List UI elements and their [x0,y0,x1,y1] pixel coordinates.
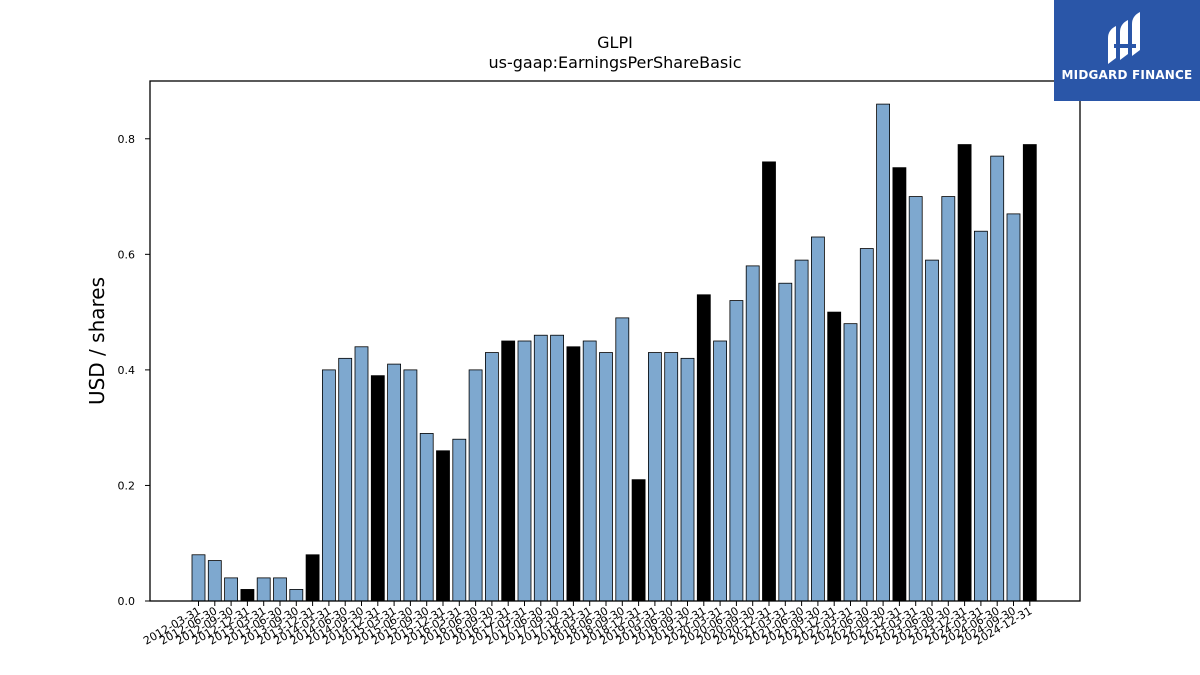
bar-2021-12-31 [827,311,842,602]
bar-2022-03-31 [843,323,858,602]
bar-2018-06-30 [599,352,613,602]
y-axis-ticks: 0.0 0.2 0.4 0.6 0.8 [118,133,150,608]
logo-mark-icon [1108,12,1140,64]
y-tick-label: 0.8 [118,133,136,146]
bar-2013-03-31 [256,577,271,602]
bar-2016-03-31 [452,438,467,602]
bar-2015-03-31 [387,363,402,602]
bar-2012-03-31 [191,554,206,602]
bar-2021-03-31 [778,282,793,602]
bar-2017-12-31 [566,346,581,602]
chart-subtitle: us-gaap:EarningsPerShareBasic [488,53,741,72]
y-tick-label: 0.0 [118,595,136,608]
bar-2017-03-31 [517,340,532,602]
bar-2023-03-31 [908,196,923,602]
bar-2022-12-31 [892,167,907,602]
bar-2012-12-31 [240,589,255,602]
bar-2012-06-30 [207,560,222,602]
bar-2024-06-30 [990,155,1005,602]
bar-2023-12-31 [957,144,972,602]
bar-2024-09-30 [1006,213,1021,602]
bar-2024-03-31 [974,230,988,602]
bar-2013-09-30 [289,589,304,602]
bar-2020-03-31 [713,340,727,602]
bar-2018-09-30 [615,317,630,602]
bar-2017-09-30 [550,334,564,602]
bar-2016-06-30 [468,369,483,602]
bar-2020-06-30 [729,300,744,602]
y-tick-label: 0.6 [118,248,136,261]
bar-2023-06-30 [925,259,939,602]
bar-2022-09-30 [876,103,890,602]
bar-2024-12-31 [1022,144,1037,602]
midgard-finance-logo: MIDGARD FINANCE [1054,0,1200,101]
bar-2020-09-30 [745,265,760,602]
bar-2019-03-31 [648,352,662,602]
x-axis-ticks: 2012-03-312012-06-302012-09-302012-12-31… [141,601,1034,648]
bar-2016-12-31 [501,340,516,602]
bar-2015-06-30 [403,369,418,602]
bar-2012-09-30 [224,577,239,602]
y-tick-label: 0.2 [118,479,136,492]
y-tick-label: 0.4 [118,364,136,377]
bar-2018-12-31 [631,479,646,602]
y-axis-label: USD / shares [85,277,109,405]
bar-2014-06-30 [338,357,353,602]
chart-title: GLPI [597,33,633,52]
logo-text: MIDGARD FINANCE [1061,68,1193,82]
bar-2019-12-31 [696,294,711,602]
bar-2015-12-31 [436,450,450,602]
bar-2021-09-30 [811,236,825,602]
bar-2019-06-30 [664,352,679,602]
bar-2014-12-31 [370,375,385,602]
bar-2014-09-30 [354,346,369,602]
bar-2019-09-30 [680,357,695,602]
plot-frame [149,80,1081,602]
bar-2023-09-30 [941,196,956,602]
bar-2016-09-30 [484,352,499,602]
bar-2013-12-31 [305,554,320,602]
bar-2014-03-31 [321,369,336,602]
bar-2021-06-30 [794,259,809,602]
bar-2020-12-31 [762,161,776,602]
bar-2022-06-30 [859,248,874,602]
bar-2015-09-30 [419,433,434,602]
bar-2013-06-30 [273,577,287,602]
bars-group [191,103,1037,602]
bar-2018-03-31 [582,340,597,602]
bar-2017-06-30 [533,334,548,602]
